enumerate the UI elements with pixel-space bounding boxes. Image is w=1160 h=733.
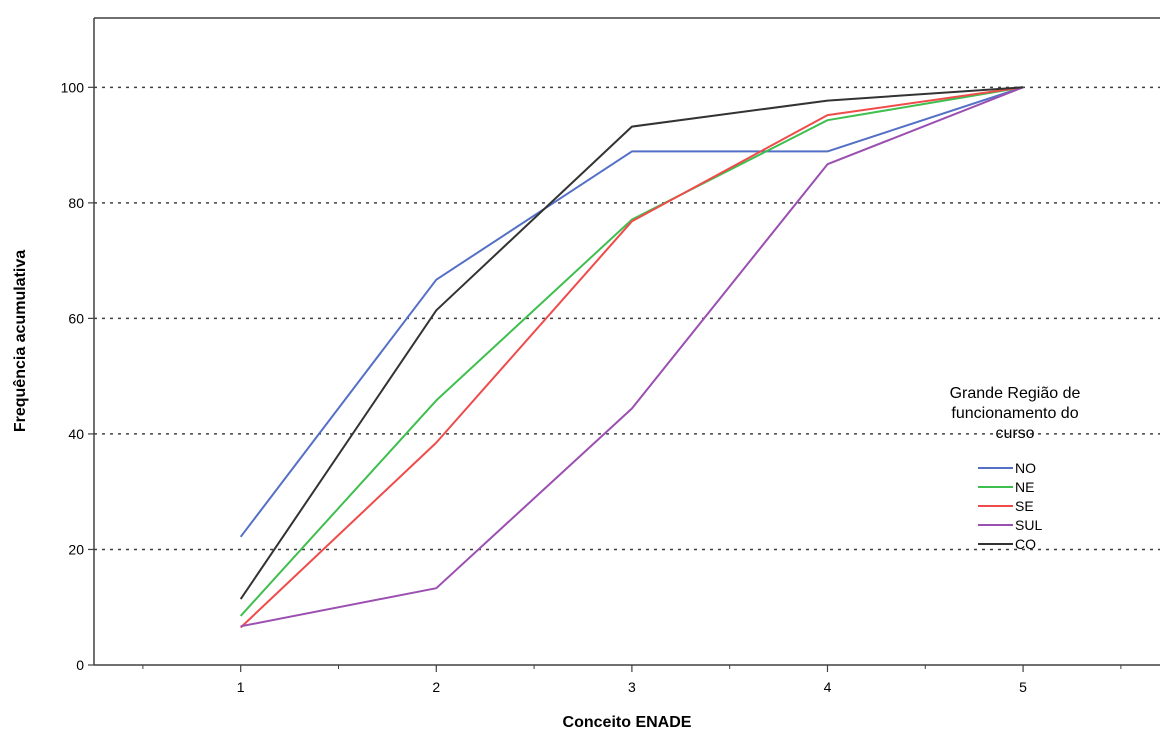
series-line-sul	[240, 86, 1024, 628]
legend-items: NO NE SE SUL CO	[978, 460, 1042, 552]
y-axis-title: Frequência acumulativa	[12, 250, 29, 432]
legend-label-sul: SUL	[1015, 517, 1042, 533]
legend-title-line-3: curso	[995, 425, 1034, 442]
series-line-se	[240, 86, 1024, 629]
x-tick-label: 5	[1019, 679, 1027, 695]
x-axis-title: Conceito ENADE	[563, 714, 692, 731]
legend-title-line-1: Grande Região de	[950, 385, 1081, 402]
legend-label-ne: NE	[1015, 479, 1034, 495]
x-axis-ticks: 1 2 3 4 5	[142, 665, 1122, 695]
series-line-ne	[239, 86, 1024, 617]
legend-title-line-2: funcionamento do	[951, 405, 1078, 422]
x-tick-label: 4	[824, 679, 832, 695]
series-lines	[239, 86, 1024, 629]
legend: Grande Região de funcionamento do curso …	[950, 385, 1081, 552]
y-tick-label: 100	[61, 79, 85, 95]
y-axis-ticks: 0 20 40 60 80 100	[61, 79, 94, 673]
gridlines	[94, 86, 1160, 551]
y-tick-label: 20	[68, 541, 84, 557]
x-tick-label: 3	[628, 679, 636, 695]
series-line-no	[239, 86, 1024, 538]
y-tick-label: 40	[68, 426, 84, 442]
legend-label-no: NO	[1015, 460, 1036, 476]
series-line-co	[239, 86, 1024, 600]
x-tick-label: 2	[432, 679, 440, 695]
y-tick-label: 60	[68, 310, 84, 326]
legend-label-co: CO	[1015, 536, 1036, 552]
legend-label-se: SE	[1015, 498, 1034, 514]
y-tick-label: 0	[76, 657, 84, 673]
axes	[93, 17, 1160, 666]
x-tick-label: 1	[237, 679, 245, 695]
y-tick-label: 80	[68, 195, 84, 211]
